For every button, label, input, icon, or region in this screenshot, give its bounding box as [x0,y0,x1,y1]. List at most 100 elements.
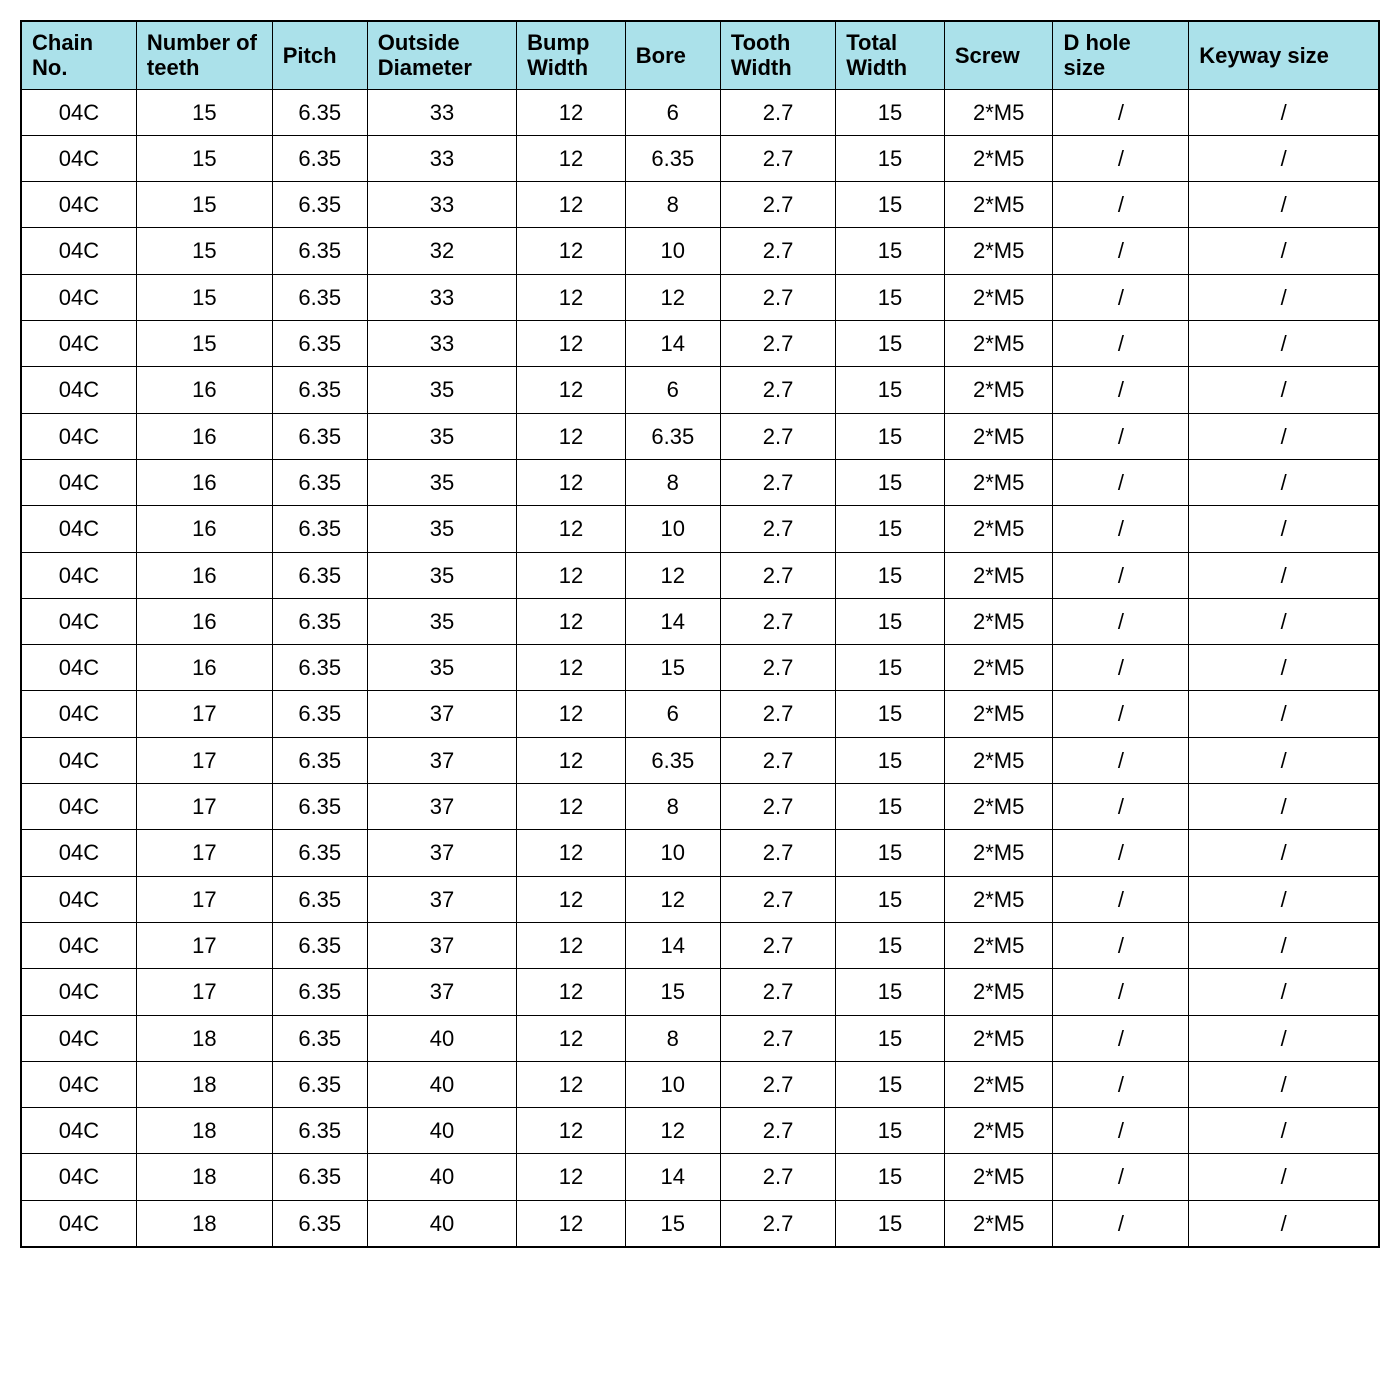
table-row: 04C176.3537126.352.7152*M5// [21,737,1379,783]
table-cell: 2.7 [720,1015,835,1061]
table-cell: 04C [21,89,136,135]
table-cell: 6.35 [272,1108,367,1154]
table-cell: / [1189,922,1379,968]
table-cell: 10 [625,506,720,552]
spec-table-body: 04C156.35331262.7152*M5//04C156.3533126.… [21,89,1379,1247]
table-cell: 6.35 [272,830,367,876]
table-cell: 2*M5 [944,830,1053,876]
table-cell: 04C [21,830,136,876]
table-cell: 12 [517,876,626,922]
table-cell: 35 [367,413,516,459]
table-cell: 2.7 [720,459,835,505]
table-cell: 6.35 [272,784,367,830]
table-row: 04C156.35331282.7152*M5// [21,182,1379,228]
table-cell: 04C [21,1108,136,1154]
table-cell: 15 [836,737,945,783]
table-cell: 04C [21,321,136,367]
table-cell: 12 [517,413,626,459]
table-row: 04C186.35401282.7152*M5// [21,1015,1379,1061]
table-cell: / [1053,228,1189,274]
table-cell: 12 [517,784,626,830]
table-cell: 6.35 [272,1061,367,1107]
table-row: 04C166.35351262.7152*M5// [21,367,1379,413]
table-cell: 15 [136,228,272,274]
table-cell: / [1189,784,1379,830]
table-cell: 6.35 [272,89,367,135]
table-cell: 15 [136,89,272,135]
table-cell: 14 [625,598,720,644]
table-cell: / [1053,506,1189,552]
table-cell: 18 [136,1200,272,1247]
table-cell: 17 [136,922,272,968]
col-header: Number of teeth [136,21,272,89]
table-cell: 15 [136,274,272,320]
table-cell: 12 [625,274,720,320]
table-cell: / [1053,182,1189,228]
table-cell: 2.7 [720,598,835,644]
table-cell: 33 [367,274,516,320]
table-cell: 6 [625,89,720,135]
table-cell: 04C [21,182,136,228]
table-cell: / [1053,1108,1189,1154]
table-cell: 16 [136,367,272,413]
table-cell: / [1189,1108,1379,1154]
table-cell: 2.7 [720,1154,835,1200]
table-cell: 6.35 [272,691,367,737]
table-cell: 10 [625,830,720,876]
table-cell: 04C [21,969,136,1015]
table-cell: 15 [836,89,945,135]
table-cell: / [1053,876,1189,922]
table-cell: / [1053,413,1189,459]
table-cell: 2.7 [720,830,835,876]
table-cell: 15 [836,228,945,274]
table-cell: / [1189,691,1379,737]
table-cell: 6 [625,691,720,737]
table-cell: / [1053,552,1189,598]
table-cell: 15 [836,552,945,598]
table-cell: 6.35 [272,274,367,320]
table-cell: 15 [836,876,945,922]
table-cell: / [1189,645,1379,691]
table-cell: 15 [836,922,945,968]
table-cell: 2*M5 [944,552,1053,598]
col-header: Chain No. [21,21,136,89]
table-cell: 14 [625,1154,720,1200]
table-cell: 04C [21,274,136,320]
table-cell: 12 [517,969,626,1015]
table-cell: / [1053,89,1189,135]
table-cell: 35 [367,552,516,598]
table-cell: 2.7 [720,321,835,367]
table-cell: 15 [836,506,945,552]
table-cell: 35 [367,506,516,552]
table-cell: 12 [517,1108,626,1154]
table-cell: 12 [517,1061,626,1107]
table-cell: 18 [136,1015,272,1061]
table-cell: 37 [367,876,516,922]
table-cell: 04C [21,876,136,922]
table-cell: 8 [625,182,720,228]
table-row: 04C176.35371262.7152*M5// [21,691,1379,737]
table-cell: 04C [21,459,136,505]
table-cell: 17 [136,830,272,876]
table-cell: 2.7 [720,1200,835,1247]
table-row: 04C166.353512142.7152*M5// [21,598,1379,644]
table-cell: 12 [517,598,626,644]
table-cell: / [1053,135,1189,181]
table-row: 04C156.35331262.7152*M5// [21,89,1379,135]
table-cell: 37 [367,691,516,737]
table-cell: 15 [836,784,945,830]
col-header: Total Width [836,21,945,89]
table-cell: 12 [517,1154,626,1200]
table-cell: 17 [136,691,272,737]
col-header: D hole size [1053,21,1189,89]
table-cell: 6.35 [272,922,367,968]
table-cell: / [1053,1200,1189,1247]
table-cell: 2*M5 [944,645,1053,691]
table-cell: 12 [517,182,626,228]
table-cell: 14 [625,922,720,968]
table-cell: 2*M5 [944,413,1053,459]
table-cell: 10 [625,1061,720,1107]
table-cell: 14 [625,321,720,367]
table-cell: 6.35 [272,552,367,598]
table-cell: 12 [625,552,720,598]
